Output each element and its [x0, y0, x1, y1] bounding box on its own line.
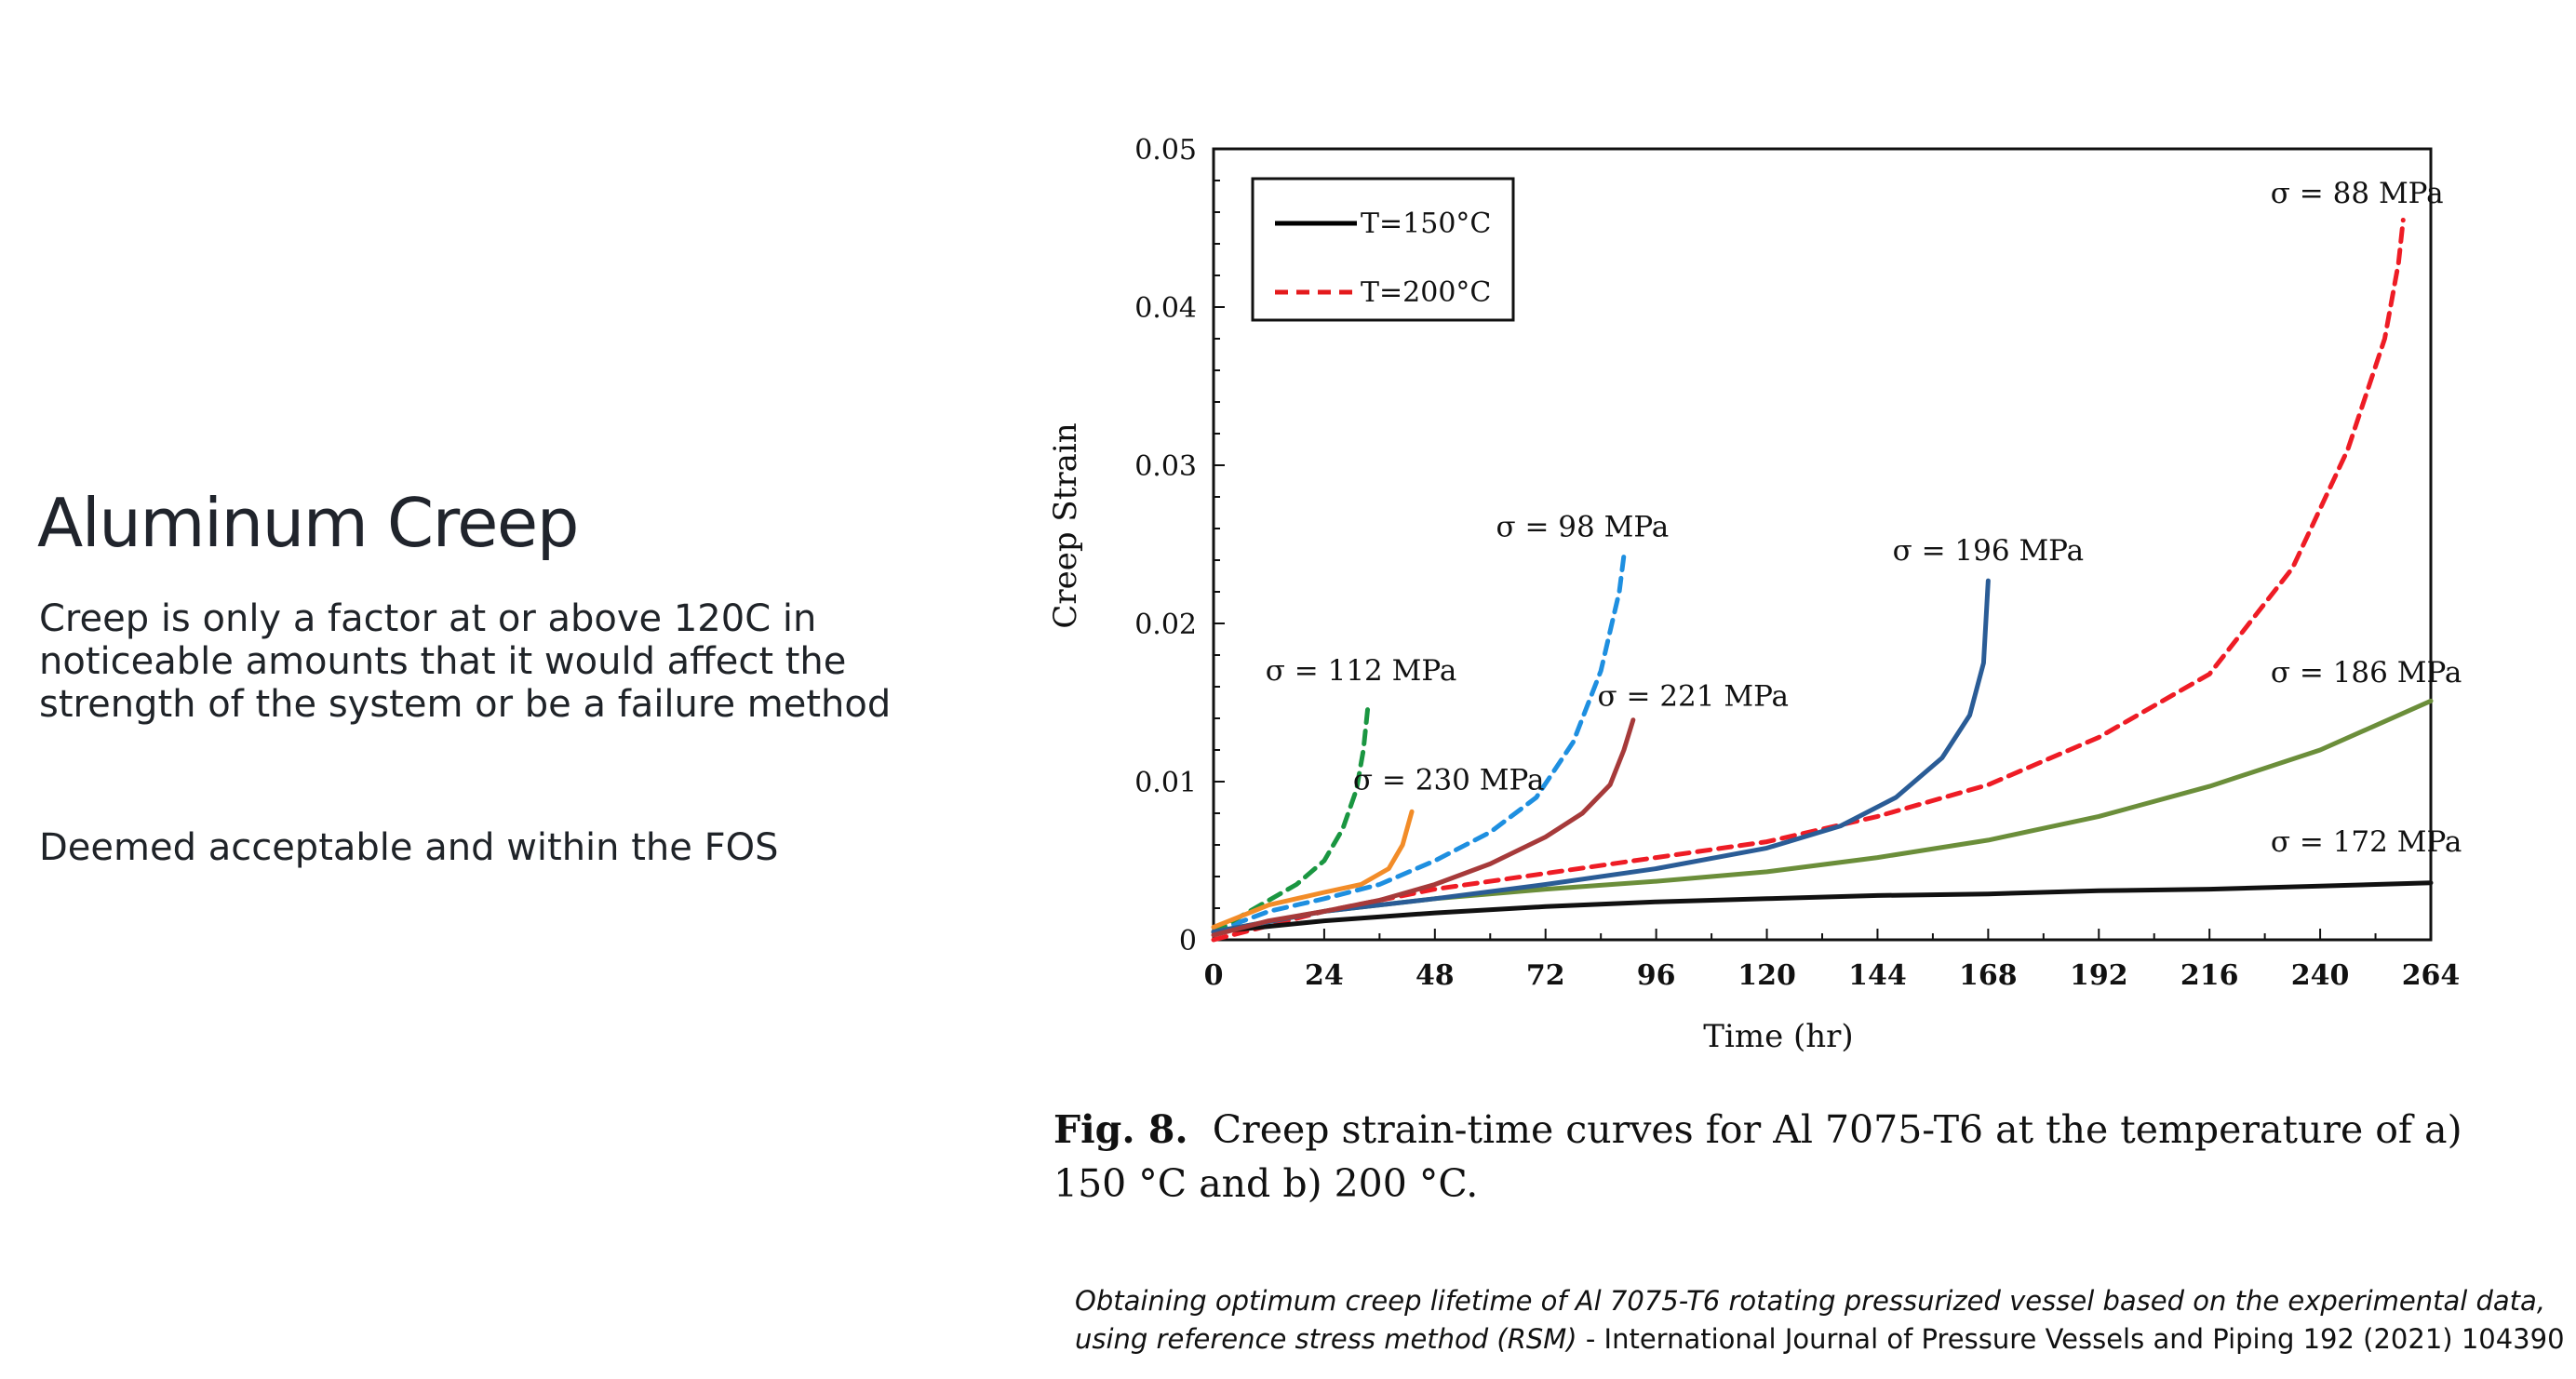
series-annotation: σ = 196 MPa	[1893, 534, 2085, 568]
x-tick-label: 72	[1526, 959, 1565, 992]
slide-title: Aluminum Creep	[37, 484, 579, 562]
series-annotation: σ = 172 MPa	[2271, 825, 2462, 859]
series-line	[1211, 809, 1415, 930]
x-tick-label: 120	[1737, 959, 1796, 992]
y-axis-label: Creep Strain	[1047, 422, 1084, 628]
y-tick-label: 0.05	[1134, 134, 1197, 167]
legend-label: T=200°C	[1361, 276, 1491, 309]
citation: Obtaining optimum creep lifetime of Al 7…	[1075, 1282, 2576, 1359]
series-line	[1211, 880, 2434, 934]
x-axis-label: Time (hr)	[1703, 1018, 1853, 1055]
x-tick-label: 48	[1415, 959, 1455, 992]
y-tick-label: 0.02	[1134, 609, 1197, 641]
series-line	[1211, 578, 1991, 934]
series-line	[1211, 218, 2406, 943]
y-tick-label: 0.01	[1134, 767, 1197, 799]
legend-box	[1251, 177, 1515, 322]
series-line	[1211, 717, 1636, 938]
x-tick-label: 168	[1959, 959, 2018, 992]
series-annotation: σ = 98 MPa	[1496, 511, 1669, 544]
x-tick-label: 192	[2070, 959, 2128, 992]
x-tick-label: 0	[1204, 959, 1224, 992]
x-tick-label: 144	[1848, 959, 1907, 992]
y-tick-label: 0.04	[1134, 292, 1197, 325]
body-text-conclusion: Deemed acceptable and within the FOS	[39, 826, 779, 869]
x-tick-label: 24	[1305, 959, 1344, 992]
series-line	[1211, 553, 1627, 934]
plot-area: 0 24 48 72 96 120 144 168 192 216 240 264 0 0.01 0.02 0…	[1134, 134, 2462, 992]
series-annotation: σ = 88 MPa	[2271, 177, 2444, 210]
series-annotation: σ = 186 MPa	[2271, 656, 2462, 690]
x-tick-label: 216	[2180, 959, 2239, 992]
x-tick-label: 264	[2402, 959, 2461, 992]
legend-label: T=150°C	[1361, 208, 1491, 240]
creep-strain-chart: 0 24 48 72 96 120 144 168 192 216 240 264 0 0.01 0.02 0…	[1047, 134, 2462, 1055]
citation-title: Obtaining optimum creep lifetime of Al 7…	[1075, 1285, 2546, 1355]
figure-caption-text: Creep strain-time curves for Al 7075-T6 …	[1053, 1107, 2462, 1206]
series-annotation: σ = 112 MPa	[1266, 654, 1457, 688]
y-tick-label: 0	[1179, 925, 1197, 957]
y-tick-label: 0.03	[1134, 450, 1197, 483]
x-tick-label: 96	[1637, 959, 1676, 992]
series-annotation: σ = 230 MPa	[1353, 764, 1545, 797]
x-tick-label: 240	[2291, 959, 2350, 992]
figure-caption-label: Fig. 8.	[1053, 1107, 1188, 1152]
series-annotation: σ = 221 MPa	[1597, 679, 1789, 713]
citation-source: - International Journal of Pressure Vess…	[1576, 1323, 2565, 1355]
body-text-creep: Creep is only a factor at or above 120C …	[39, 597, 892, 726]
figure-caption: Fig. 8. Creep strain-time curves for Al …	[1053, 1103, 2524, 1211]
